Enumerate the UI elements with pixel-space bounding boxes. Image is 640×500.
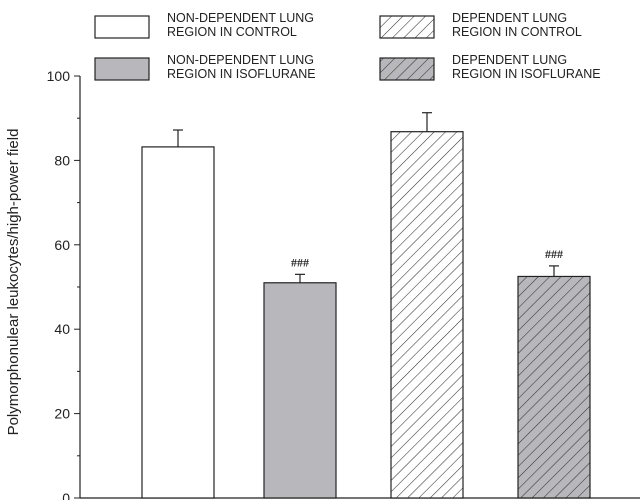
bar [263,282,337,499]
legend-label: REGION IN CONTROL [452,25,582,39]
legend-swatch [379,57,435,81]
legend-label: DEPENDENT LUNG [452,53,567,67]
y-axis-label: Polymorphonulear leukocytes/high-power f… [5,129,22,436]
y-tick-label: 100 [47,68,71,84]
y-tick-label: 80 [54,152,70,168]
y-tick-label: 40 [54,321,70,337]
legend-swatch [379,15,435,39]
legend-swatch [94,57,150,81]
y-tick-label: 0 [62,490,70,500]
legend-label: REGION IN ISOFLURANE [452,67,601,81]
bars: ### ### [141,112,591,499]
legend-swatch [94,15,150,39]
legend-label: DEPENDENT LUNG [452,11,567,25]
y-tick-label: 60 [54,237,70,253]
y-tick-label: 20 [54,406,70,422]
legend-label: REGION IN ISOFLURANE [167,67,316,81]
legend-label: NON-DEPENDENT LUNG [167,11,314,25]
bar [141,146,215,499]
legend-label: NON-DEPENDENT LUNG [167,53,314,67]
bar [390,131,464,499]
significance-annotation: ### [545,247,563,261]
significance-annotation: ### [291,255,309,269]
legend-label: REGION IN CONTROL [167,25,297,39]
bar [517,275,591,499]
